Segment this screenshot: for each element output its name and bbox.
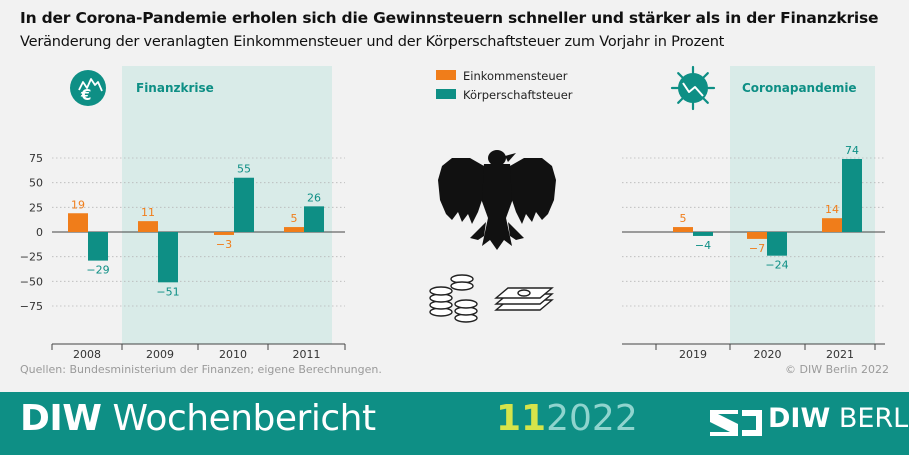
bar-einkommensteuer: [747, 232, 767, 239]
bar-einkommensteuer: [673, 227, 693, 232]
footer-bar: DIW Wochenbericht 112022 DIW BERLIN: [0, 392, 909, 455]
x-category-label: 2021: [826, 348, 854, 361]
legend-label-koerperschaftsteuer: Körperschaftsteuer: [463, 88, 573, 102]
highlight-label-1: Coronapandemie: [742, 81, 857, 95]
data-label: −24: [765, 259, 788, 272]
copyright-note: © DIW Berlin 2022: [785, 363, 889, 376]
legend-swatch-koerperschaftsteuer: [436, 89, 456, 99]
diw-berlin-logo: DIW BERLIN: [708, 403, 909, 442]
y-tick-label: 25: [29, 201, 43, 214]
issue-label: 112022: [496, 398, 638, 439]
bar-koerperschaftsteuer: [304, 206, 324, 232]
data-label: 5: [291, 212, 298, 225]
data-label: 5: [680, 212, 687, 225]
x-category-label: 2009: [146, 348, 174, 361]
y-tick-label: 75: [29, 152, 43, 165]
bars-layer: [68, 158, 862, 283]
chart-title: In der Corona-Pandemie erholen sich die …: [20, 9, 879, 27]
publication-title-bold: DIW: [20, 398, 102, 439]
data-label: −4: [695, 239, 711, 252]
x-category-label: 2008: [73, 348, 101, 361]
y-tick-label: −75: [20, 300, 43, 313]
y-tick-label: 0: [36, 226, 43, 239]
bar-koerperschaftsteuer: [842, 158, 862, 232]
coins-and-banknotes-icon: [429, 274, 554, 323]
data-label: −29: [86, 264, 109, 277]
y-tick-label: −25: [20, 251, 43, 264]
x-category-label: 2020: [754, 348, 782, 361]
data-label: −7: [749, 242, 765, 255]
logo-text-bold: DIW: [768, 403, 831, 434]
data-label: 19: [71, 198, 85, 211]
x-category-label: 2019: [679, 348, 707, 361]
logo-text-rest: BERLIN: [838, 403, 909, 434]
highlight-band-0: [122, 66, 332, 344]
y-tick-label: −50: [20, 275, 43, 288]
svg-text:€: €: [80, 86, 91, 104]
highlight-label-0: Finanzkrise: [136, 81, 214, 95]
bar-einkommensteuer: [284, 227, 304, 232]
diw-logo-mark-icon: [710, 410, 762, 436]
publication-title: DIW Wochenbericht: [20, 398, 376, 439]
data-label: 26: [307, 191, 321, 204]
bar-einkommensteuer: [68, 213, 88, 232]
issue-number: 11: [496, 398, 547, 439]
diw-logo-text: DIW BERLIN: [768, 403, 909, 434]
bar-koerperschaftsteuer: [158, 232, 178, 283]
highlight-layer: Finanzkrise Coronapandemie: [122, 66, 875, 344]
bar-koerperschaftsteuer: [767, 232, 787, 256]
data-label: −51: [156, 285, 179, 298]
federal-eagle-icon: [438, 150, 556, 250]
euro-crisis-icon: €: [70, 70, 106, 106]
data-label: 14: [825, 203, 839, 216]
legend: Einkommensteuer Körperschaftsteuer: [436, 69, 573, 102]
legend-swatch-einkommensteuer: [436, 70, 456, 80]
data-label: 11: [141, 206, 155, 219]
coronavirus-icon: [670, 65, 716, 111]
x-category-label: 2011: [293, 348, 321, 361]
data-label: −3: [216, 238, 232, 251]
data-label: 55: [237, 163, 251, 176]
bar-einkommensteuer: [214, 232, 234, 235]
bar-einkommensteuer: [822, 218, 842, 232]
y-tick-label: 50: [29, 177, 43, 190]
bar-koerperschaftsteuer: [693, 232, 713, 236]
publication-title-rest: Wochenbericht: [101, 398, 376, 439]
issue-year: 2022: [546, 398, 638, 439]
data-label: 74: [845, 144, 859, 157]
bar-koerperschaftsteuer: [88, 232, 108, 261]
x-category-label: 2010: [219, 348, 247, 361]
chart-area: Finanzkrise Coronapandemie 75 50 25 0 −25 −50 −…: [20, 65, 885, 361]
bar-koerperschaftsteuer: [234, 177, 254, 232]
source-note: Quellen: Bundesministerium der Finanzen;…: [20, 363, 382, 376]
labels-layer: 2008 19 −29 2009 11 −51 2010 −3 55 2011 5 26 2019 5 −4…: [71, 144, 859, 361]
bar-einkommensteuer: [138, 221, 158, 232]
chart-subtitle: Veränderung der veranlagten Einkommenste…: [20, 34, 725, 50]
legend-label-einkommensteuer: Einkommensteuer: [463, 69, 568, 83]
